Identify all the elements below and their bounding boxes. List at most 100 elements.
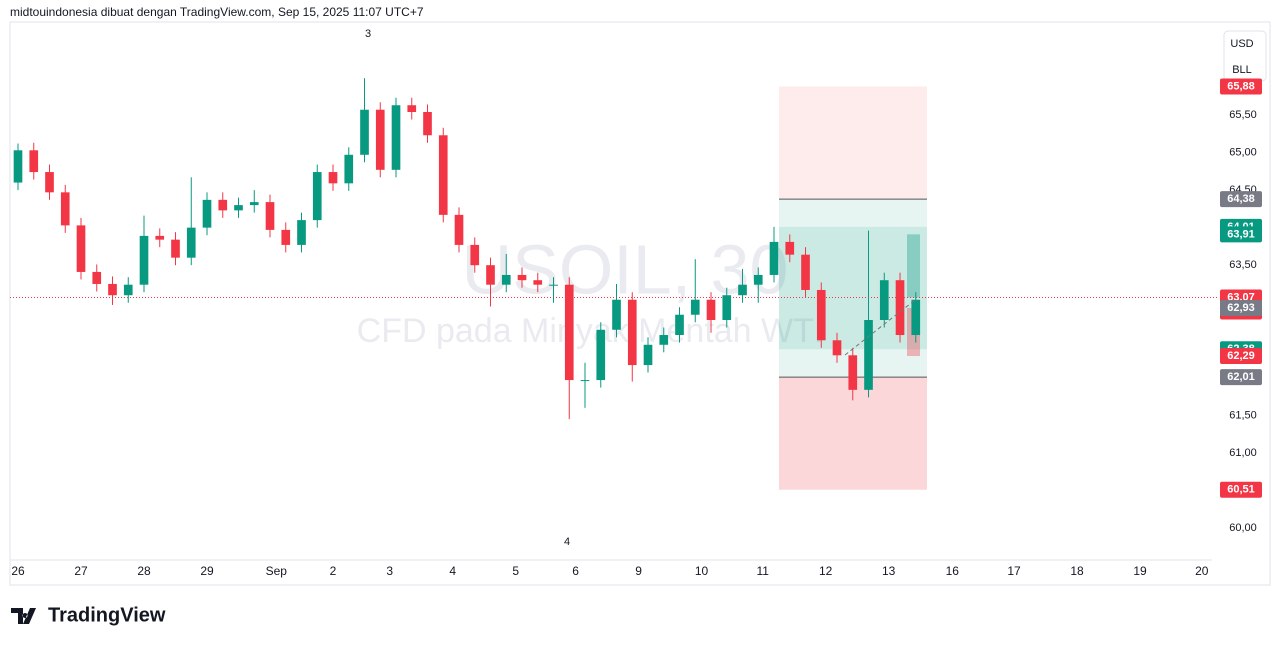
candle-body (108, 283, 117, 296)
candle-body (13, 150, 23, 183)
y-tick-label: 61,00 (1229, 447, 1257, 459)
x-tick-label: 20 (1195, 564, 1209, 578)
candle-body (60, 192, 70, 226)
candle-body (328, 172, 338, 184)
candle-body (879, 280, 889, 320)
candle-body (580, 380, 590, 382)
candle-body (76, 225, 86, 272)
y-tick-label: 65,50 (1229, 109, 1257, 121)
annotation: 4 (564, 536, 570, 548)
price-badge (1220, 348, 1262, 365)
candle-body (596, 329, 606, 381)
candle-body (486, 265, 495, 285)
candle-body (769, 241, 779, 275)
x-tick-label: 18 (1070, 564, 1084, 578)
x-tick-label: 11 (756, 564, 769, 578)
candle-body (155, 235, 165, 240)
candle-body (564, 284, 574, 381)
price-badge-label: 65,88 (1227, 80, 1255, 92)
y-tick-label: 63,50 (1229, 259, 1257, 271)
x-tick-label: 19 (1133, 564, 1147, 578)
watermark: CFD pada Minyak Mentah WTI (357, 312, 824, 350)
price-badge (1220, 369, 1262, 386)
logo-text: TradingView (48, 604, 166, 626)
x-tick-label: 4 (449, 564, 456, 578)
candle-body (911, 299, 921, 336)
unit: BLL (1232, 64, 1252, 76)
x-tick-label: 2 (330, 564, 337, 578)
x-tick-label: 5 (512, 564, 519, 578)
candle-body (643, 344, 653, 366)
price-badge-label: 63,91 (1227, 228, 1255, 240)
candle-body (517, 274, 527, 281)
candle-body (470, 244, 480, 266)
candle-body (218, 199, 228, 211)
candle-body (549, 284, 558, 286)
price-badge (1220, 191, 1262, 208)
candle-body (738, 284, 747, 296)
candle-body (832, 340, 842, 356)
candle-body (407, 105, 417, 112)
price-badge-label: 64,38 (1227, 193, 1255, 205)
candle-body (297, 220, 306, 245)
candle-body (675, 314, 684, 336)
candle-body (454, 214, 464, 245)
candle-body (45, 172, 54, 193)
candle-body (92, 271, 102, 284)
y-tick-label: 61,50 (1229, 409, 1257, 421)
candle-body (234, 205, 243, 211)
candle-body (690, 299, 700, 315)
candle-body (312, 172, 322, 221)
x-tick-label: 28 (137, 564, 151, 578)
candle-body (29, 150, 39, 173)
x-tick-label: 16 (946, 564, 960, 578)
candle-body (391, 105, 401, 170)
candle-body (438, 135, 448, 215)
candle-body (186, 227, 196, 258)
trend-line (844, 299, 916, 356)
price-badge-label: 62,29 (1227, 350, 1255, 362)
candle-body (612, 299, 621, 330)
x-tick-label: 26 (11, 564, 25, 578)
candle-body (344, 154, 354, 184)
candle-body (848, 355, 858, 390)
candle-body (281, 229, 291, 245)
stop-zone (779, 86, 927, 200)
candle-body (265, 202, 275, 230)
x-tick-label: 17 (1007, 564, 1021, 578)
x-tick-label: 27 (74, 564, 88, 578)
currency: USD (1230, 38, 1253, 50)
x-tick-label: 3 (386, 564, 393, 578)
candle-body (753, 274, 763, 285)
price-badge-label: 62,01 (1227, 371, 1255, 383)
candle-body (360, 109, 369, 155)
y-tick-label: 65,00 (1229, 146, 1257, 158)
x-tick-label: 13 (882, 564, 896, 578)
x-tick-label: 9 (635, 564, 642, 578)
candle-body (706, 299, 716, 320)
price-badge-label: 60,51 (1227, 484, 1255, 496)
watermark: USOIL, 30 (462, 230, 789, 308)
frame (9, 21, 1271, 586)
price-badge (1220, 481, 1262, 498)
candle-body (123, 284, 133, 296)
candle-body (501, 274, 511, 285)
logo: TradingView (11, 604, 166, 626)
x-tick-label: 12 (819, 564, 833, 578)
candle-body (375, 109, 385, 170)
y-tick-label: 60,00 (1229, 522, 1257, 534)
x-tick-label: Sep (266, 564, 288, 578)
header: midtouindonesia dibuat dengan TradingVie… (10, 5, 424, 19)
candle-body (627, 299, 637, 366)
x-tick-label: 10 (695, 564, 709, 578)
candle-body (202, 199, 212, 228)
candle-body (864, 320, 873, 390)
candle-body (423, 111, 432, 136)
candle-body (801, 254, 810, 290)
price-badge (1220, 78, 1262, 95)
candle-body (722, 295, 732, 320)
candle-body (659, 335, 669, 345)
